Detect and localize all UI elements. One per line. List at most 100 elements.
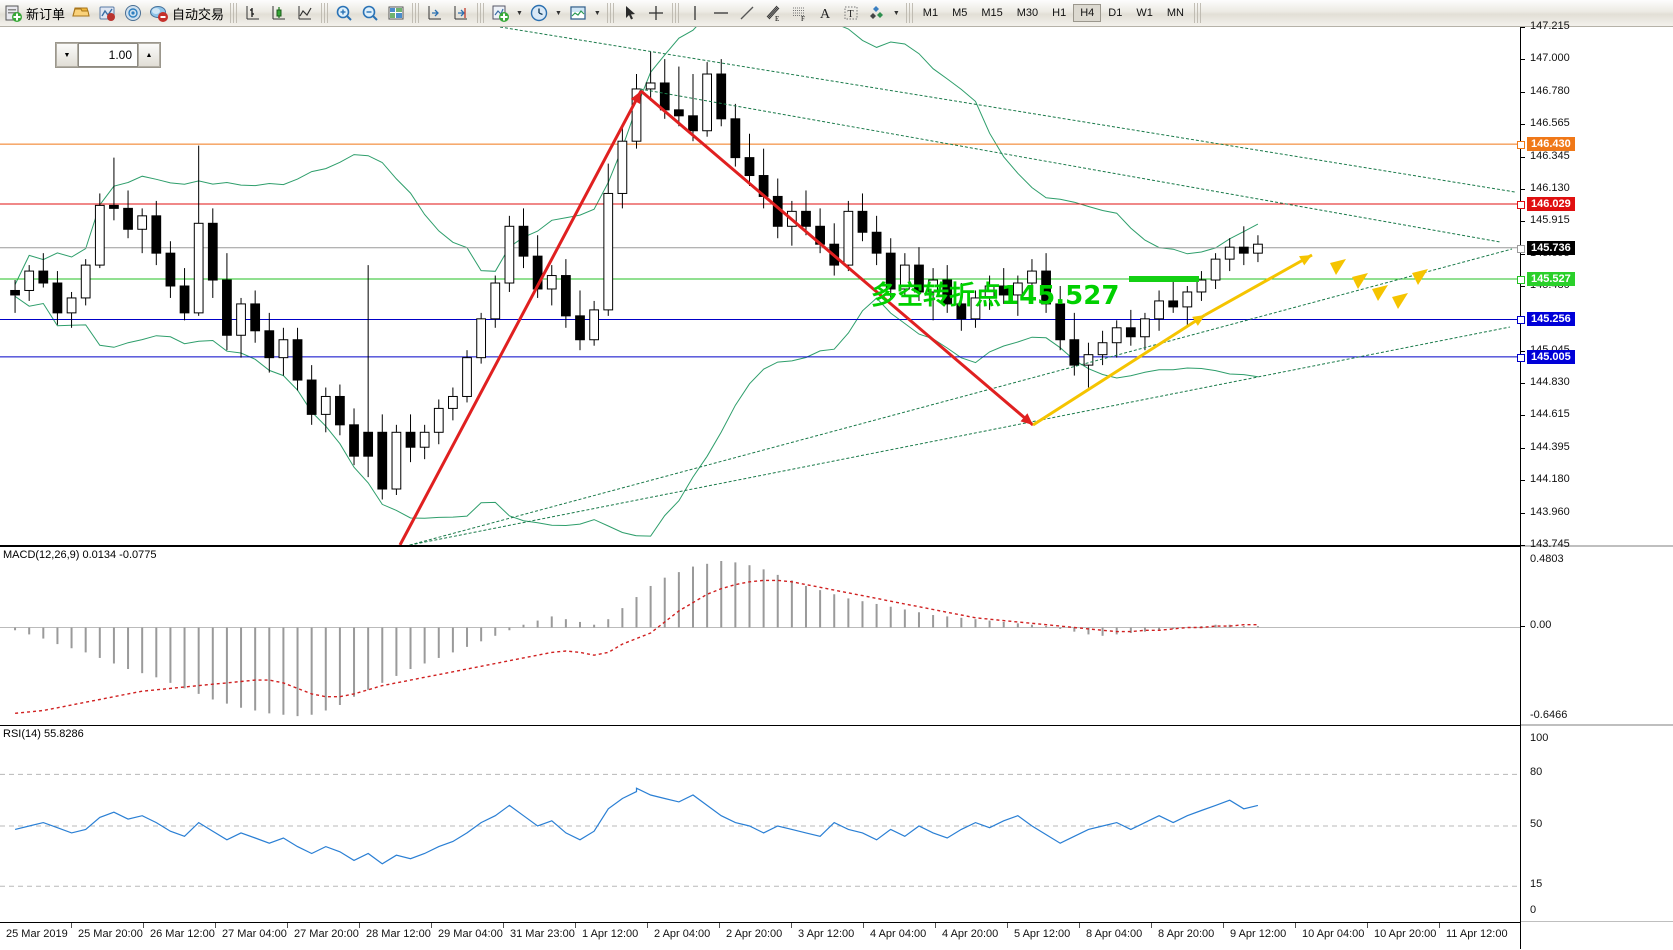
price-level-handle[interactable] (1517, 141, 1525, 150)
time-tick-label: 27 Mar 04:00 (222, 928, 287, 940)
price-tick-145.915: 145.915 (1530, 214, 1570, 227)
price-pane[interactable]: 多空转折点145.527 (0, 27, 1520, 546)
price-level-146.029[interactable]: 146.029 (1527, 197, 1575, 212)
folder-button[interactable] (68, 1, 94, 25)
label-button[interactable]: T (838, 1, 864, 25)
time-tick-label: 5 Apr 12:00 (1014, 928, 1071, 940)
trendline-button[interactable] (734, 1, 760, 25)
timeframe-h1[interactable]: H1 (1052, 7, 1067, 19)
volume-control[interactable]: ▼ 1.00 ▲ (55, 42, 161, 68)
bar-chart-button[interactable] (240, 1, 266, 25)
time-axis: 25 Mar 2019 25 Mar 20:00 26 Mar 12:00 27 Ma… (0, 922, 1520, 950)
period-button[interactable] (526, 1, 552, 25)
shapes-dropdown[interactable]: ▼ (892, 9, 900, 17)
hline-icon (711, 3, 731, 23)
profiles-button[interactable] (94, 1, 120, 25)
svg-text:T: T (847, 9, 853, 20)
crosshair-button[interactable] (643, 1, 669, 25)
vline-button[interactable] (682, 1, 708, 25)
time-tick-label: 4 Apr 04:00 (870, 928, 927, 940)
price-level-146.430[interactable]: 146.430 (1527, 137, 1575, 152)
timeframe-w1[interactable]: W1 (1136, 7, 1153, 19)
add-indicator-button[interactable] (487, 1, 513, 25)
time-tick-label: 2 Apr 20:00 (726, 928, 783, 940)
equidistant-icon: E (763, 3, 783, 23)
time-tick-label: 29 Mar 04:00 (438, 928, 503, 940)
rsi-tick-15: 15 (1530, 878, 1543, 891)
axis-tick-mark (1521, 221, 1525, 223)
price-level-handle[interactable] (1517, 275, 1525, 284)
toolbar-separator (671, 3, 679, 23)
price-level-handle[interactable] (1517, 353, 1525, 362)
price-axis[interactable]: 147.215 147.000 146.780 146.565 146.345 146.1… (1517, 20, 1673, 949)
period-dropdown[interactable]: ▼ (554, 9, 562, 17)
zoom-in-button[interactable] (331, 1, 357, 25)
autotrading-button[interactable]: 自动交易 (146, 1, 227, 25)
templates-icon (568, 3, 588, 23)
volume-decrease-button[interactable]: ▼ (56, 43, 78, 67)
price-level-145.005[interactable]: 145.005 (1527, 349, 1575, 364)
price-tick-146.130: 146.130 (1530, 181, 1570, 194)
price-level-handle[interactable] (1517, 201, 1525, 210)
time-tick-mark (791, 923, 792, 928)
text-button[interactable]: A (812, 1, 838, 25)
toolbar-separator (412, 3, 420, 23)
price-level-145.736[interactable]: 145.736 (1527, 240, 1575, 255)
templates-button[interactable] (565, 1, 591, 25)
volume-increase-button[interactable]: ▲ (138, 43, 160, 67)
timeframe-d1[interactable]: D1 (1108, 7, 1123, 19)
market-watch-button[interactable] (120, 1, 146, 25)
vline-icon (685, 3, 705, 23)
equidistant-button[interactable]: E (760, 1, 786, 25)
price-tick-144.395: 144.395 (1530, 440, 1570, 453)
bar-chart-icon (243, 3, 263, 23)
price-tick-147.000: 147.000 (1530, 52, 1570, 65)
price-level-handle[interactable] (1517, 316, 1525, 325)
time-tick-mark (719, 923, 720, 928)
time-tick-mark (431, 923, 432, 928)
time-tick-mark (1223, 923, 1224, 928)
shift-end-icon (425, 3, 445, 23)
macd-pane[interactable]: MACD(12,26,9) 0.0134 -0.0775 (0, 546, 1520, 726)
toolbar-separator (321, 3, 329, 23)
price-tick-147.215: 147.215 (1530, 20, 1570, 32)
autotrading-label: 自动交易 (172, 6, 225, 22)
price-tick-144.830: 144.830 (1530, 376, 1570, 389)
crosshair-icon (646, 3, 666, 23)
templates-dropdown[interactable]: ▼ (593, 9, 601, 17)
trendline-icon (737, 3, 757, 23)
rsi-pane[interactable]: RSI(14) 55.8286 (0, 725, 1520, 923)
toolbar-separator (477, 3, 485, 23)
auto-scroll-icon (451, 3, 471, 23)
axis-tick-mark (1521, 124, 1525, 126)
time-tick-mark (935, 923, 936, 928)
price-level-145.527[interactable]: 145.527 (1527, 271, 1575, 286)
price-level-handle[interactable] (1517, 244, 1525, 253)
shapes-button[interactable] (864, 1, 890, 25)
hline-button[interactable] (708, 1, 734, 25)
timeframe-m30[interactable]: M30 (1016, 7, 1039, 19)
time-tick-mark (503, 923, 504, 928)
timeframe-m1[interactable]: M1 (922, 7, 939, 19)
shift-end-button[interactable] (422, 1, 448, 25)
add-indicator-dropdown[interactable]: ▼ (516, 9, 523, 17)
line-chart-button[interactable] (292, 1, 318, 25)
fibonacci-button[interactable]: F (786, 1, 812, 25)
zoom-in-icon (334, 3, 354, 23)
cursor-button[interactable] (617, 1, 643, 25)
grid-button[interactable] (383, 1, 409, 25)
axis-tick-mark (1521, 156, 1525, 158)
zoom-out-button[interactable] (357, 1, 383, 25)
chart-area[interactable]: 多空转折点145.527 MACD(12,26,9) 0.0134 -0.077… (0, 20, 1673, 950)
timeframe-h4[interactable]: H4 (1073, 4, 1102, 22)
price-level-145.256[interactable]: 145.256 (1527, 312, 1575, 327)
new-order-button[interactable]: 新订单 (0, 1, 68, 25)
candlestick-chart-button[interactable] (266, 1, 292, 25)
price-tick-143.960: 143.960 (1530, 505, 1570, 518)
timeframe-m5[interactable]: M5 (952, 7, 968, 19)
volume-input[interactable]: 1.00 (78, 43, 138, 67)
timeframe-m15[interactable]: M15 (981, 7, 1003, 19)
auto-scroll-button[interactable] (448, 1, 474, 25)
toolbar-separator (1193, 3, 1201, 23)
timeframe-mn[interactable]: MN (1166, 7, 1184, 19)
